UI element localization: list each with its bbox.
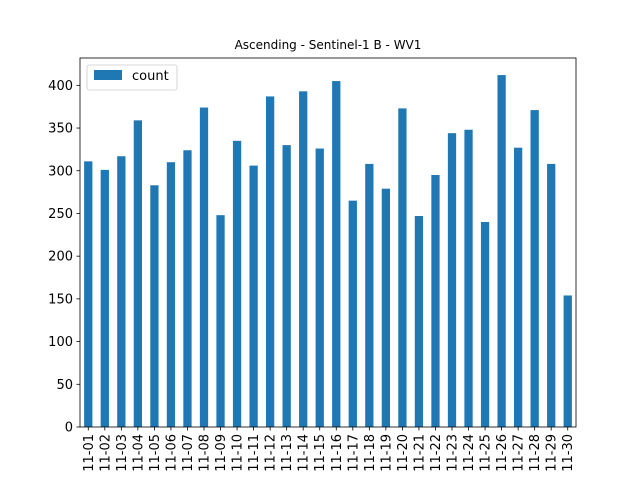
x-axis: 11-01 11-02 11-03 11-04 11-05 11-06 11-07 11-08… (82, 427, 576, 472)
x-tick-label: 11-27 (512, 434, 527, 472)
x-tick-label: 11-11 (247, 434, 262, 472)
x-tick-label: 11-18 (363, 434, 378, 472)
x-tick-label: 11-21 (412, 434, 427, 472)
bar-11-13 (282, 145, 291, 428)
bar-11-15 (315, 148, 324, 428)
bar-11-26 (497, 75, 506, 427)
bar-11-04 (133, 120, 142, 427)
x-tick-label: 11-23 (446, 434, 461, 472)
y-tick-label: 150 (48, 292, 73, 307)
bar-11-14 (299, 91, 308, 427)
x-tick-label: 11-04 (131, 434, 146, 472)
y-tick-label: 400 (48, 79, 73, 94)
x-tick-label: 11-10 (231, 434, 246, 472)
x-tick-label: 11-12 (264, 434, 279, 472)
y-tick-label: 50 (56, 378, 73, 393)
bar-11-25 (480, 222, 490, 427)
x-tick-label: 11-08 (198, 434, 213, 472)
plot-area (84, 75, 572, 428)
bar-11-03 (117, 156, 126, 428)
bar-11-24 (464, 129, 473, 427)
bar-11-02 (100, 169, 109, 427)
chart-title: Ascending - Sentinel-1 B - WV1 (235, 38, 422, 52)
x-tick-label: 11-20 (396, 434, 411, 472)
bar-11-08 (199, 107, 209, 427)
legend-label-count: count (132, 69, 169, 84)
bar-11-09 (216, 215, 225, 427)
y-tick-label: 100 (48, 335, 73, 350)
bar-11-23 (447, 133, 457, 428)
bar-11-21 (414, 216, 424, 427)
bar-11-05 (150, 185, 159, 427)
bar-11-30 (563, 295, 572, 427)
bar-11-22 (431, 175, 440, 427)
x-tick-label: 11-07 (181, 434, 196, 472)
legend-swatch-count (94, 70, 122, 80)
x-tick-label: 11-14 (297, 434, 312, 472)
bar-11-01 (84, 161, 93, 427)
x-tick-label: 11-15 (313, 434, 328, 472)
bar-11-06 (166, 162, 176, 427)
y-tick-label: 350 (48, 122, 73, 137)
x-tick-label: 11-02 (98, 434, 113, 472)
bar-11-12 (266, 96, 275, 427)
bar-11-10 (232, 140, 242, 427)
x-tick-label: 11-28 (528, 434, 543, 472)
x-tick-label: 11-06 (164, 434, 179, 472)
legend: count (86, 64, 178, 91)
x-tick-label: 11-13 (280, 434, 295, 472)
bar-11-20 (398, 108, 407, 428)
x-tick-label: 11-26 (495, 434, 510, 472)
x-tick-label: 11-22 (429, 434, 444, 472)
y-axis: 0 50 100 150 200 250 300 350 400 (48, 79, 80, 436)
x-tick-label: 11-24 (462, 434, 477, 472)
x-tick-label: 11-03 (115, 434, 130, 472)
x-tick-label: 11-29 (545, 434, 560, 472)
x-tick-label: 11-19 (379, 434, 394, 472)
y-tick-label: 250 (48, 207, 73, 222)
axes-frame (79, 57, 577, 428)
y-tick-label: 200 (48, 250, 73, 265)
bar-11-27 (514, 147, 523, 427)
x-tick-label: 11-01 (82, 434, 97, 472)
x-tick-label: 11-16 (330, 434, 345, 472)
x-tick-label: 11-17 (346, 434, 361, 472)
x-tick-label: 11-30 (561, 434, 576, 472)
bar-11-11 (249, 165, 258, 428)
x-tick-label: 11-25 (479, 434, 494, 472)
bar-11-18 (365, 163, 374, 428)
bar-11-29 (547, 163, 556, 428)
x-tick-label: 11-05 (148, 434, 163, 472)
bar-11-17 (348, 200, 357, 427)
bar-11-28 (530, 110, 539, 427)
y-tick-label: 300 (48, 164, 73, 179)
y-tick-label: 0 (65, 421, 73, 436)
x-tick-label: 11-09 (214, 434, 229, 472)
bar-11-19 (381, 188, 390, 427)
bar-11-07 (183, 150, 192, 427)
bar-11-16 (332, 81, 341, 427)
